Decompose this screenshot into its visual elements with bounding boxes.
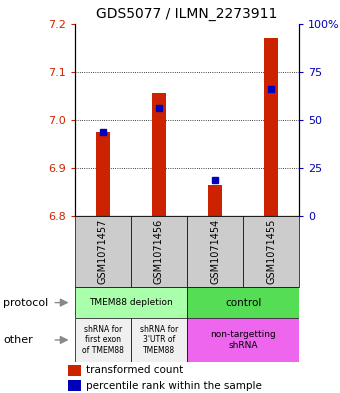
Text: control: control — [225, 298, 261, 308]
Bar — [96, 132, 110, 216]
FancyBboxPatch shape — [75, 287, 187, 318]
Text: non-targetting
shRNA: non-targetting shRNA — [210, 330, 276, 350]
Text: GSM1071456: GSM1071456 — [154, 219, 164, 284]
Text: TMEM88 depletion: TMEM88 depletion — [89, 298, 173, 307]
Text: GSM1071455: GSM1071455 — [266, 219, 276, 284]
Title: GDS5077 / ILMN_2273911: GDS5077 / ILMN_2273911 — [96, 7, 278, 21]
Text: shRNA for
3'UTR of
TMEM88: shRNA for 3'UTR of TMEM88 — [140, 325, 178, 355]
Bar — [264, 38, 278, 216]
FancyBboxPatch shape — [75, 216, 131, 287]
FancyBboxPatch shape — [131, 216, 187, 287]
Text: protocol: protocol — [3, 298, 49, 308]
FancyBboxPatch shape — [243, 216, 299, 287]
Bar — [68, 365, 81, 376]
Text: shRNA for
first exon
of TMEM88: shRNA for first exon of TMEM88 — [82, 325, 124, 355]
FancyBboxPatch shape — [187, 318, 299, 362]
Text: other: other — [3, 335, 33, 345]
Text: percentile rank within the sample: percentile rank within the sample — [86, 381, 262, 391]
Text: GSM1071454: GSM1071454 — [210, 219, 220, 284]
FancyBboxPatch shape — [131, 318, 187, 362]
Text: GSM1071457: GSM1071457 — [98, 219, 108, 284]
FancyBboxPatch shape — [187, 216, 243, 287]
Bar — [152, 94, 166, 216]
Bar — [208, 185, 222, 216]
FancyBboxPatch shape — [187, 287, 299, 318]
Bar — [68, 380, 81, 391]
Text: transformed count: transformed count — [86, 365, 183, 375]
FancyBboxPatch shape — [75, 318, 131, 362]
